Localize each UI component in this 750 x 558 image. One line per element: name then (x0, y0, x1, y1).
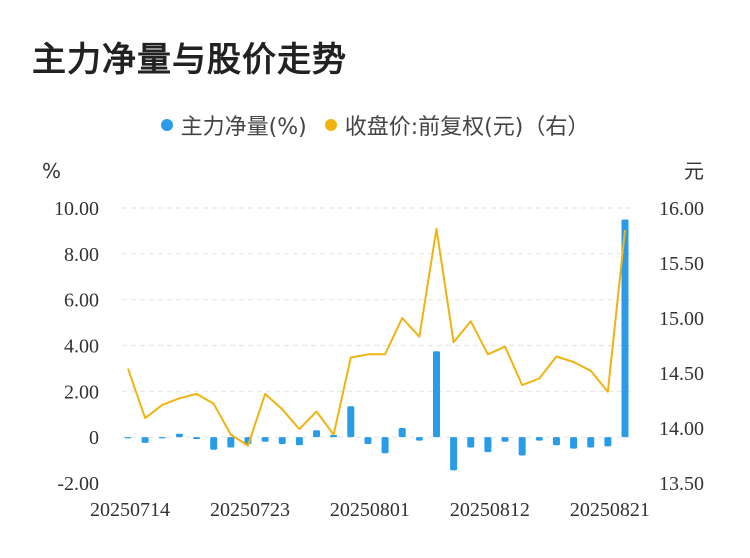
bar (158, 437, 166, 439)
bar (570, 437, 578, 449)
x-tick-label: 20250801 (330, 499, 410, 521)
bar (175, 433, 183, 438)
y-left-tick-label: 0 (89, 427, 99, 449)
legend-item-close-price[interactable]: 收盘价:前复权(元)（右） (324, 109, 590, 141)
grid-lines (122, 207, 633, 438)
chart-title: 主力净量与股价走势 (32, 40, 347, 80)
legend-label-net-volume: 主力净量(%) (180, 115, 307, 140)
y-right-tick-label: 16.00 (659, 198, 704, 220)
bar (621, 219, 629, 438)
bar (227, 437, 235, 448)
legend-marker-bar (160, 119, 173, 131)
y-left-tick-label: 4.00 (64, 336, 99, 358)
x-tick-label: 20250821 (570, 499, 650, 521)
y-left-tick-label: 2.00 (64, 381, 99, 403)
y-left-tick-label: 10.00 (54, 198, 99, 220)
bar (124, 437, 132, 439)
y-left-tick-label: -2.00 (57, 473, 99, 495)
y-left-tick-label: 8.00 (64, 244, 99, 266)
bar (364, 437, 372, 445)
x-tick-label: 20250812 (450, 499, 530, 521)
bar (141, 437, 149, 443)
y-left-unit: % (42, 159, 61, 183)
y-right-unit: 元 (684, 159, 704, 183)
legend-item-net-volume[interactable]: 主力净量(%) (160, 109, 307, 141)
bar (193, 437, 201, 439)
legend[interactable]: 主力净量(%) 收盘价:前复权(元)（右） (0, 110, 750, 140)
bar (313, 430, 321, 438)
x-tick-label: 20250714 (90, 499, 170, 521)
bar (518, 437, 526, 456)
bar (450, 437, 458, 471)
y-right-tick-label: 15.00 (659, 308, 704, 330)
bar (501, 437, 509, 442)
bar (535, 437, 543, 441)
bar (381, 437, 389, 454)
legend-marker-line (324, 119, 337, 131)
y-left-tick-label: 6.00 (64, 290, 99, 312)
bar (347, 406, 355, 438)
bar (587, 437, 595, 448)
bar-series (124, 219, 629, 471)
bar (432, 351, 440, 438)
bar (330, 434, 338, 438)
bar (278, 437, 286, 445)
bar (415, 437, 423, 441)
bar (398, 428, 406, 438)
y-right-tick-label: 14.00 (659, 418, 704, 440)
bar (484, 437, 492, 453)
bar (210, 437, 218, 450)
axis-labels: 10.00 8.00 6.00 4.00 2.00 0 -2.00 16.00 15.50 15.… (42, 159, 704, 521)
bar (295, 437, 303, 446)
price-line (127, 227, 626, 447)
bar (604, 437, 612, 447)
line-series (127, 227, 626, 447)
y-right-tick-label: 15.50 (659, 253, 704, 275)
y-right-tick-label: 13.50 (659, 473, 704, 495)
bar (552, 437, 560, 446)
legend-label-close-price: 收盘价:前复权(元)（右） (344, 115, 590, 140)
bar (467, 437, 475, 448)
y-right-tick-label: 14.50 (659, 363, 704, 385)
bar (261, 437, 269, 442)
x-tick-label: 20250723 (210, 499, 290, 521)
